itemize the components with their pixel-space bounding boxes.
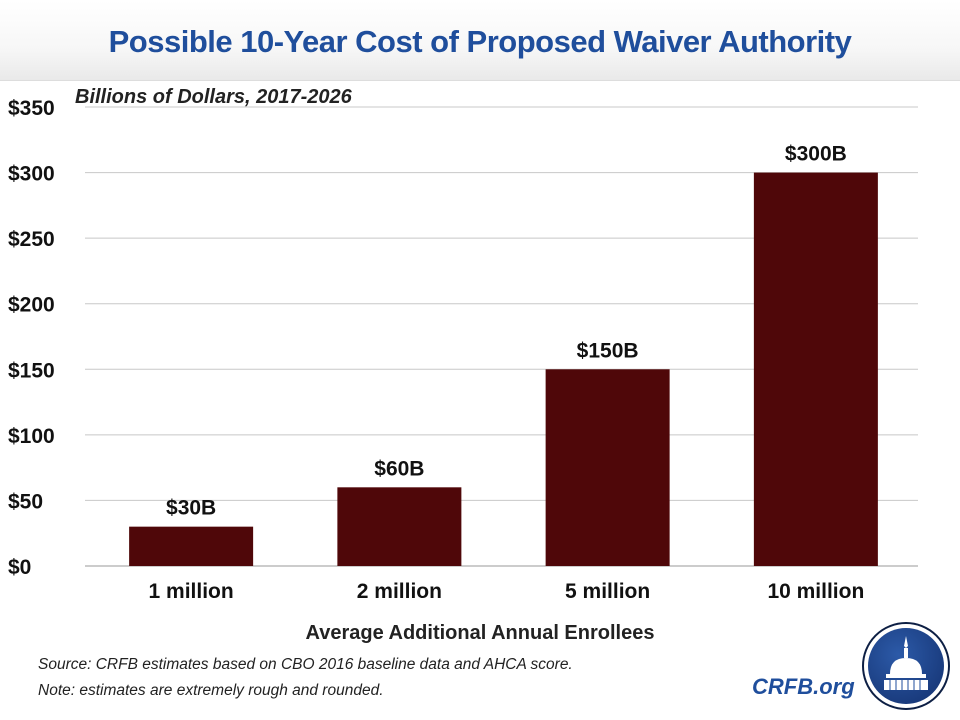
- y-tick-label: $200: [8, 294, 55, 317]
- estimate-note: Note: estimates are extremely rough and …: [38, 682, 384, 699]
- bar: [337, 487, 462, 566]
- bar: [545, 369, 670, 566]
- data-label: $150B: [577, 339, 639, 362]
- y-tick-label: $250: [8, 228, 55, 251]
- y-tick-label: $100: [8, 425, 55, 448]
- data-label: $60B: [374, 457, 424, 480]
- site-link[interactable]: CRFB.org: [752, 674, 855, 699]
- bar: [753, 172, 878, 567]
- x-tick-label: 2 million: [357, 580, 442, 603]
- y-tick-label: $0: [8, 556, 31, 579]
- y-tick-label: $150: [8, 359, 55, 382]
- chart-subtitle: Billions of Dollars, 2017-2026: [75, 86, 352, 108]
- data-label: $300B: [785, 143, 847, 166]
- source-note: Source: CRFB estimates based on CBO 2016…: [38, 656, 573, 673]
- x-tick-label: 1 million: [149, 580, 234, 603]
- capitol-dome-icon: [868, 628, 944, 704]
- chart-title: Possible 10-Year Cost of Proposed Waiver…: [108, 24, 852, 59]
- y-tick-label: $50: [8, 490, 43, 513]
- title-bar: Possible 10-Year Cost of Proposed Waiver…: [0, 0, 960, 81]
- x-axis-title: Average Additional Annual Enrollees: [305, 622, 655, 644]
- bar: [129, 526, 254, 566]
- x-tick-label: 5 million: [565, 580, 650, 603]
- y-tick-label: $350: [8, 97, 55, 120]
- y-tick-label: $300: [8, 163, 55, 186]
- data-label: $30B: [166, 497, 216, 520]
- x-tick-label: 10 million: [767, 580, 864, 603]
- crfb-logo: [862, 622, 950, 710]
